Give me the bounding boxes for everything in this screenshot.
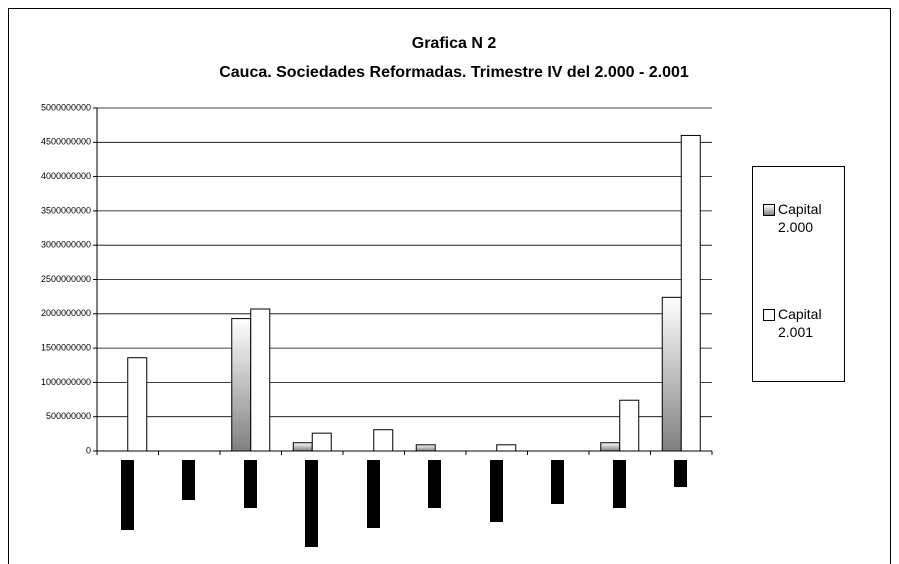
category-label bbox=[490, 460, 503, 522]
y-tick-label: 4500000000 bbox=[41, 137, 91, 147]
y-tick-label: 500000000 bbox=[46, 411, 91, 421]
y-tick-label: 3000000000 bbox=[41, 240, 91, 250]
category-label-blocks bbox=[121, 460, 687, 547]
bar bbox=[619, 399, 640, 452]
legend-label: Capital 2.001 bbox=[778, 306, 822, 340]
y-tick-label: 4000000000 bbox=[41, 171, 91, 181]
legend-swatch bbox=[763, 309, 775, 321]
bar bbox=[680, 134, 701, 452]
bar bbox=[373, 429, 394, 452]
category-label bbox=[121, 460, 134, 530]
chart-subtitle: Cauca. Sociedades Reformadas. Trimestre … bbox=[219, 64, 689, 81]
category-label bbox=[551, 460, 564, 504]
category-label bbox=[305, 460, 318, 547]
legend: Capital 2.000 Capital 2.001 bbox=[752, 166, 845, 382]
legend-item: Capital 2.001 bbox=[763, 305, 843, 341]
category-label bbox=[613, 460, 626, 508]
bar bbox=[231, 318, 252, 452]
y-tick-label: 3500000000 bbox=[41, 205, 91, 215]
bar bbox=[311, 432, 332, 452]
y-tick-label: 2500000000 bbox=[41, 274, 91, 284]
category-label bbox=[367, 460, 380, 528]
category-label bbox=[244, 460, 257, 508]
bar bbox=[661, 296, 682, 452]
y-tick-label: 0 bbox=[86, 445, 91, 455]
bar bbox=[415, 444, 436, 452]
bar bbox=[292, 442, 313, 452]
y-tick-label: 2000000000 bbox=[41, 308, 91, 318]
y-tick-label: 1000000000 bbox=[41, 377, 91, 387]
y-tick-label: 5000000000 bbox=[41, 102, 91, 112]
chart-frame bbox=[8, 8, 891, 564]
bar bbox=[600, 442, 621, 452]
bar bbox=[250, 308, 271, 452]
chart-title: Grafica N 2 bbox=[412, 35, 497, 52]
bar bbox=[496, 444, 517, 452]
category-label bbox=[428, 460, 441, 508]
legend-swatch bbox=[763, 204, 775, 216]
legend-label: Capital 2.000 bbox=[778, 201, 822, 235]
category-label bbox=[674, 460, 687, 487]
y-tick-label: 1500000000 bbox=[41, 342, 91, 352]
bar bbox=[127, 357, 148, 452]
legend-item: Capital 2.000 bbox=[763, 200, 843, 236]
category-label bbox=[182, 460, 195, 500]
